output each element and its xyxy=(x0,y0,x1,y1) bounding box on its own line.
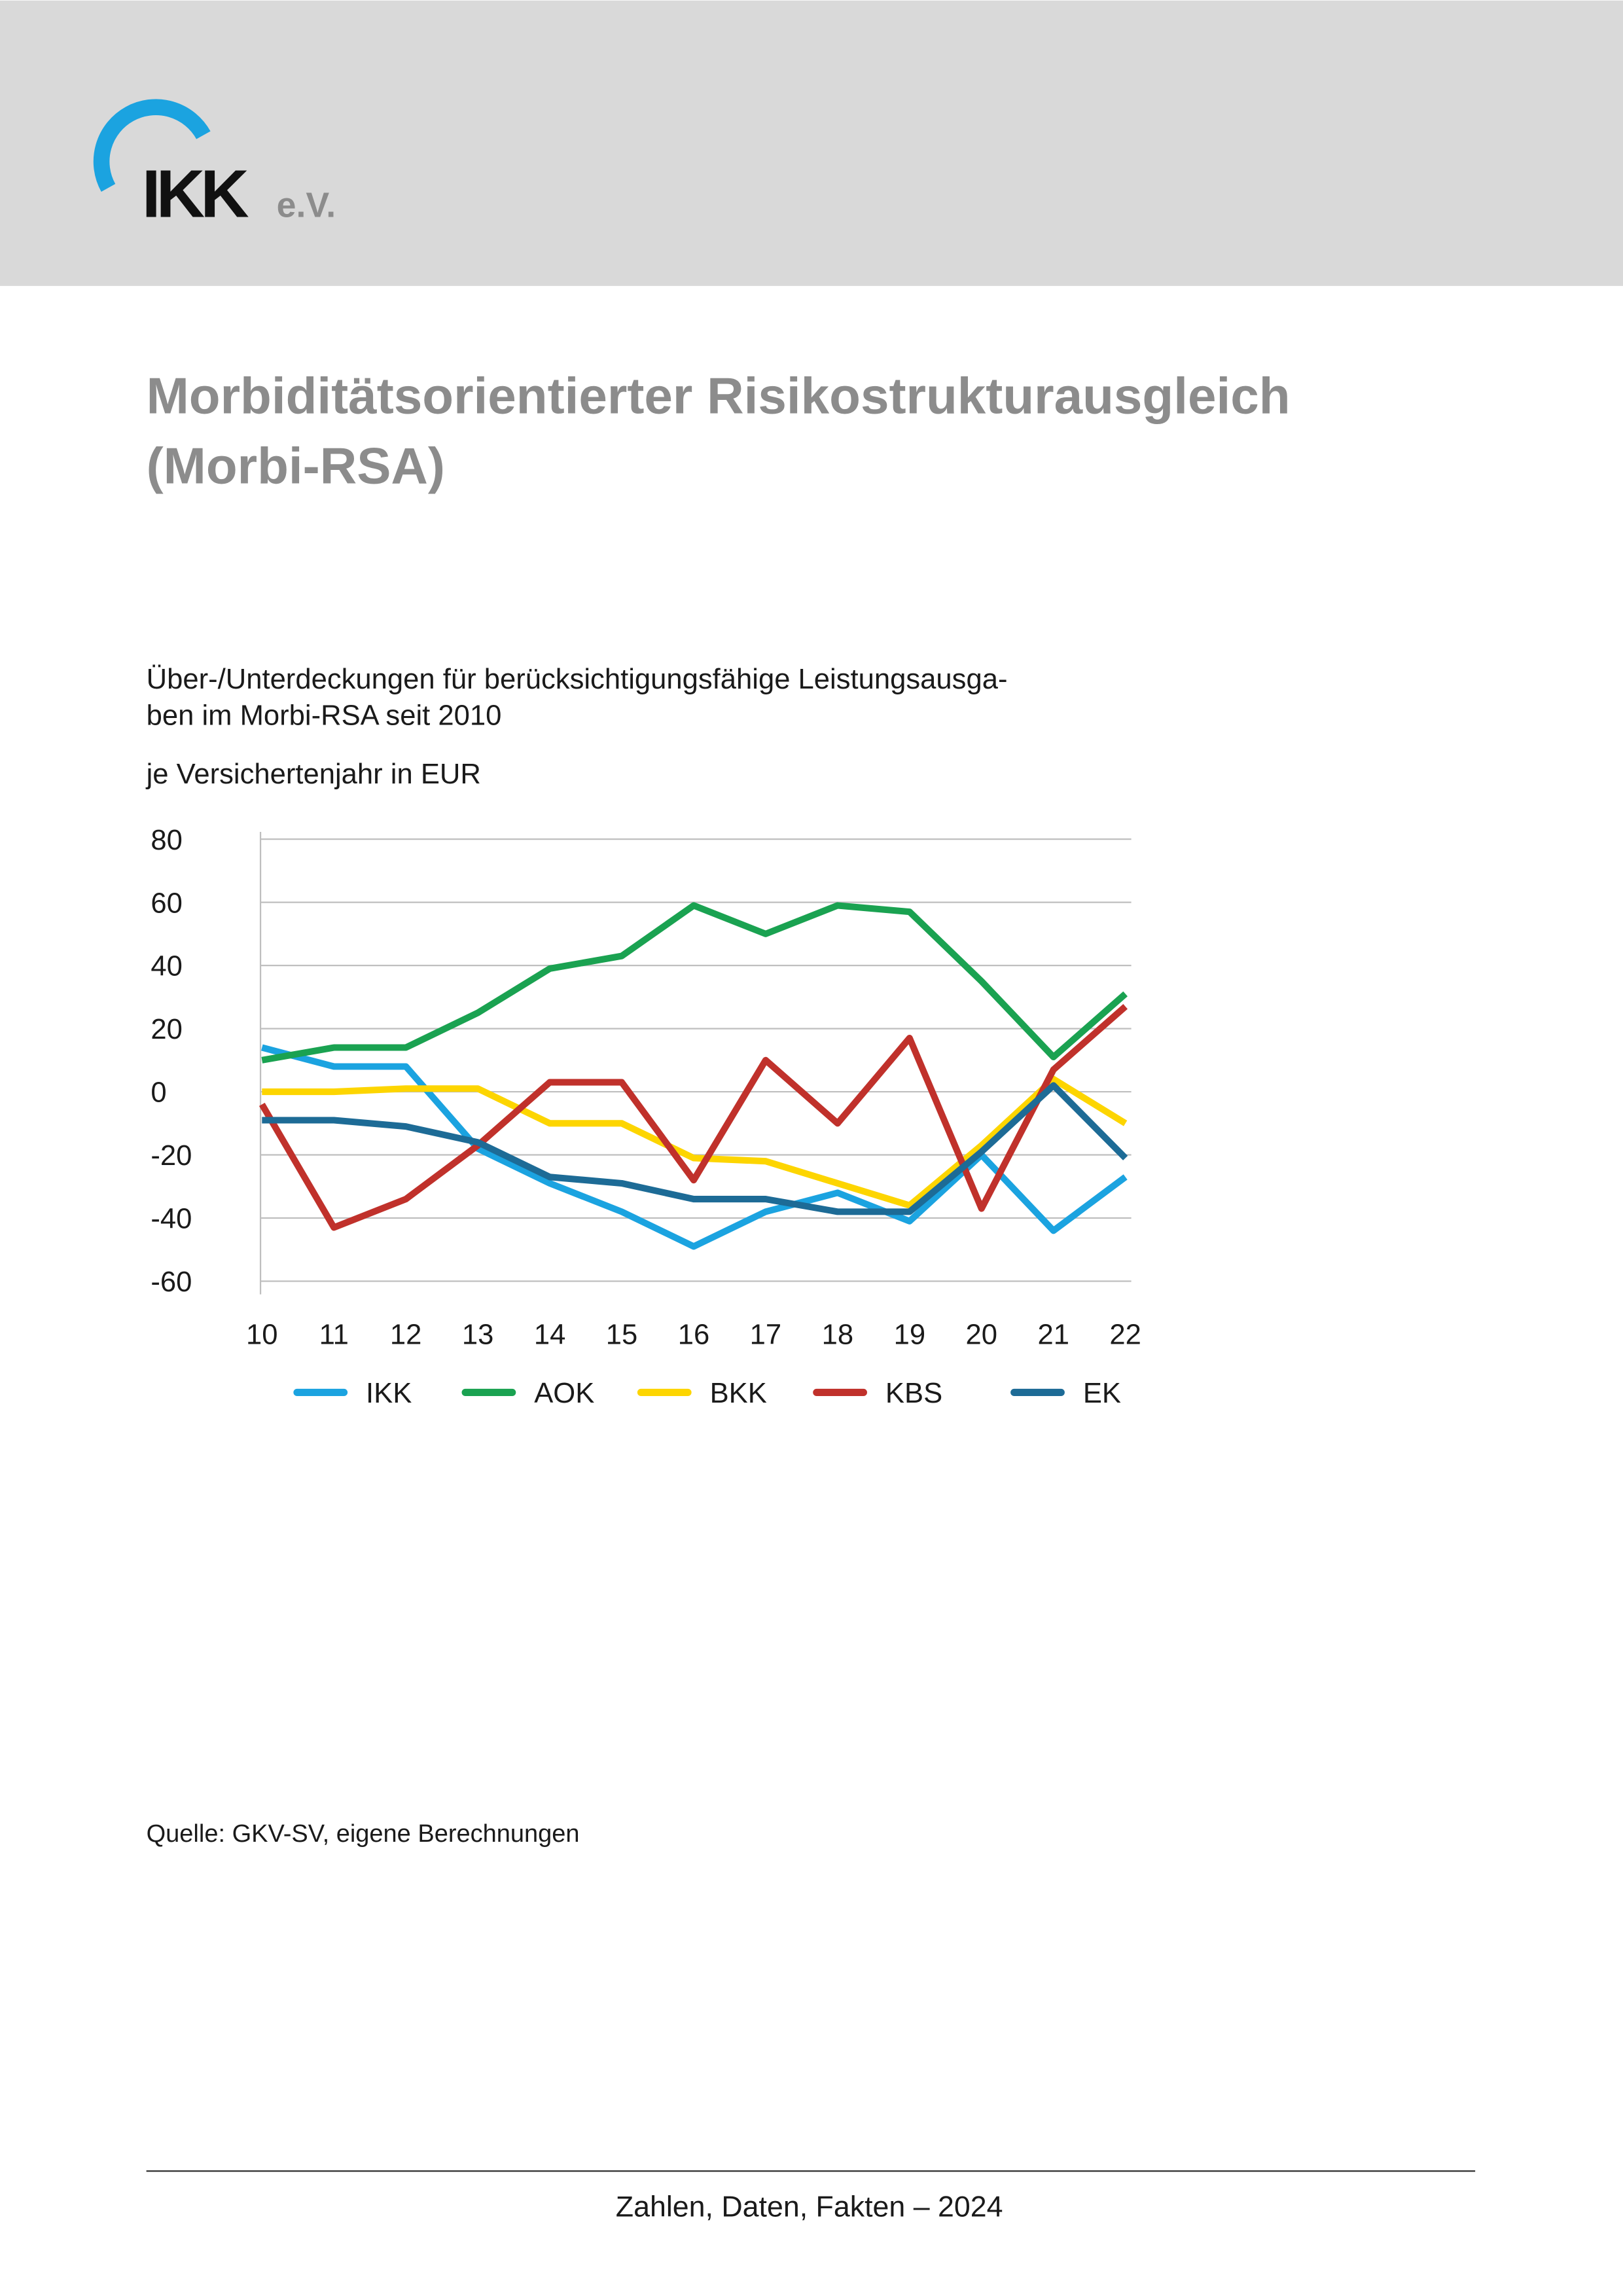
legend-label: EK xyxy=(1083,1378,1121,1409)
y-tick-label: 20 xyxy=(151,1014,183,1045)
chart: -60 -40 -20 0 20 40 60 80 10 11 12 13 14 15 16 17 18 19 20… xyxy=(151,825,1141,1409)
y-tick-label: 80 xyxy=(151,825,183,856)
footer-text: Zahlen, Daten, Fakten – 2024 xyxy=(616,2191,1003,2223)
legend-label: BKK xyxy=(710,1378,767,1409)
x-tick-label: 20 xyxy=(966,1319,998,1351)
page-title: Morbiditätsorientierter Risikostrukturau… xyxy=(147,367,1291,424)
logo-name: IKK xyxy=(142,156,249,232)
x-tick-label: 22 xyxy=(1109,1319,1141,1351)
legend-label: KBS xyxy=(885,1378,942,1409)
x-tick-label: 11 xyxy=(319,1319,349,1351)
y-tick-label: 0 xyxy=(151,1077,166,1109)
page-title: (Morbi-RSA) xyxy=(147,437,445,495)
series-line xyxy=(262,1082,1128,1215)
y-axis-label: je Versichertenjahr in EUR xyxy=(145,759,481,790)
chart-subtitle: Über-/Unterdeckungen für berücksichtigun… xyxy=(147,664,1008,695)
logo-ring xyxy=(93,99,211,192)
y-tick-label: -20 xyxy=(151,1140,192,1172)
y-tick-label: 40 xyxy=(151,951,183,982)
x-tick-label: 10 xyxy=(246,1319,278,1351)
series-line xyxy=(259,1004,1128,1231)
series-line xyxy=(262,1075,1128,1209)
x-tick-label: 12 xyxy=(390,1319,422,1351)
x-tick-label: 19 xyxy=(894,1319,926,1351)
series-line xyxy=(261,902,1128,1064)
y-tick-label: 60 xyxy=(151,888,183,919)
x-tick-label: 15 xyxy=(606,1319,638,1351)
x-tick-label: 13 xyxy=(462,1319,494,1351)
logo-suffix: e.V. xyxy=(277,186,336,225)
x-tick-label: 14 xyxy=(534,1319,566,1351)
header-band xyxy=(0,0,1623,286)
series-line xyxy=(261,1044,1128,1250)
y-tick-label: -40 xyxy=(151,1204,192,1235)
source-note: Quelle: GKV-SV, eigene Berechnungen xyxy=(147,1820,580,1848)
y-tick-label: -60 xyxy=(151,1266,192,1298)
x-tick-label: 17 xyxy=(750,1319,782,1351)
x-tick-label: 21 xyxy=(1037,1319,1069,1351)
x-tick-label: 16 xyxy=(678,1319,710,1351)
legend-label: IKK xyxy=(366,1378,412,1409)
legend-label: AOK xyxy=(534,1378,594,1409)
chart-subtitle: ben im Morbi-RSA seit 2010 xyxy=(147,700,502,732)
x-tick-label: 18 xyxy=(822,1319,854,1351)
